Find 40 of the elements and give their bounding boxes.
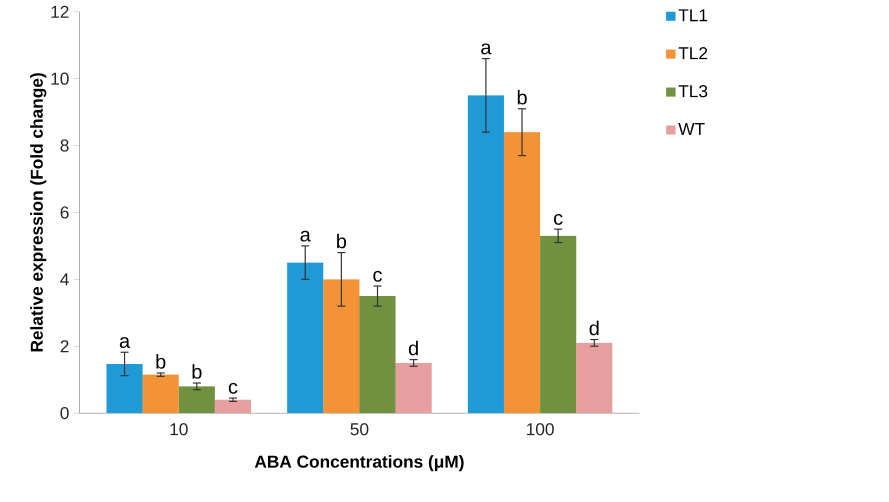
- data-label: b: [192, 364, 202, 379]
- data-label: b: [337, 234, 346, 248]
- y-tick-label: 4: [60, 273, 69, 286]
- y-tick-label: 6: [60, 206, 69, 219]
- legend-label: TL2: [678, 47, 708, 60]
- bar: [178, 386, 215, 414]
- x-tick-label: 10: [170, 423, 188, 436]
- y-axis-title: Relative expression (Fold change): [30, 73, 46, 352]
- bar: [396, 362, 432, 414]
- bar: [323, 279, 360, 414]
- legend-label: TL3: [678, 85, 708, 98]
- y-tick-label: 2: [60, 340, 68, 352]
- y-tick-label: 8: [60, 139, 69, 152]
- data-label: d: [590, 320, 599, 336]
- y-tick-label: 10: [51, 72, 69, 85]
- bar: [359, 296, 396, 414]
- bar: [287, 262, 324, 414]
- data-label: a: [481, 43, 492, 54]
- x-tick-label: 100: [527, 423, 554, 436]
- legend-label: TL1: [678, 9, 708, 22]
- y-tick-label: 12: [51, 6, 68, 18]
- data-label: c: [554, 214, 563, 225]
- bar: [214, 400, 252, 414]
- data-label: b: [156, 354, 166, 369]
- bar: [468, 95, 504, 414]
- data-label: c: [228, 382, 238, 394]
- data-label: a: [120, 337, 130, 348]
- bar: [142, 374, 179, 414]
- legend-label: WT: [678, 123, 705, 135]
- data-label: b: [518, 90, 527, 105]
- bar: [106, 364, 143, 414]
- y-tick-label: 0: [60, 407, 69, 420]
- bar: [576, 342, 612, 414]
- data-label: c: [373, 270, 382, 282]
- data-label: a: [300, 230, 311, 242]
- bar: [504, 132, 540, 414]
- x-tick-label: 50: [350, 423, 368, 436]
- data-label: d: [408, 340, 418, 356]
- x-axis-title: ABA Concentrations (μM): [254, 455, 464, 472]
- bar: [540, 236, 576, 414]
